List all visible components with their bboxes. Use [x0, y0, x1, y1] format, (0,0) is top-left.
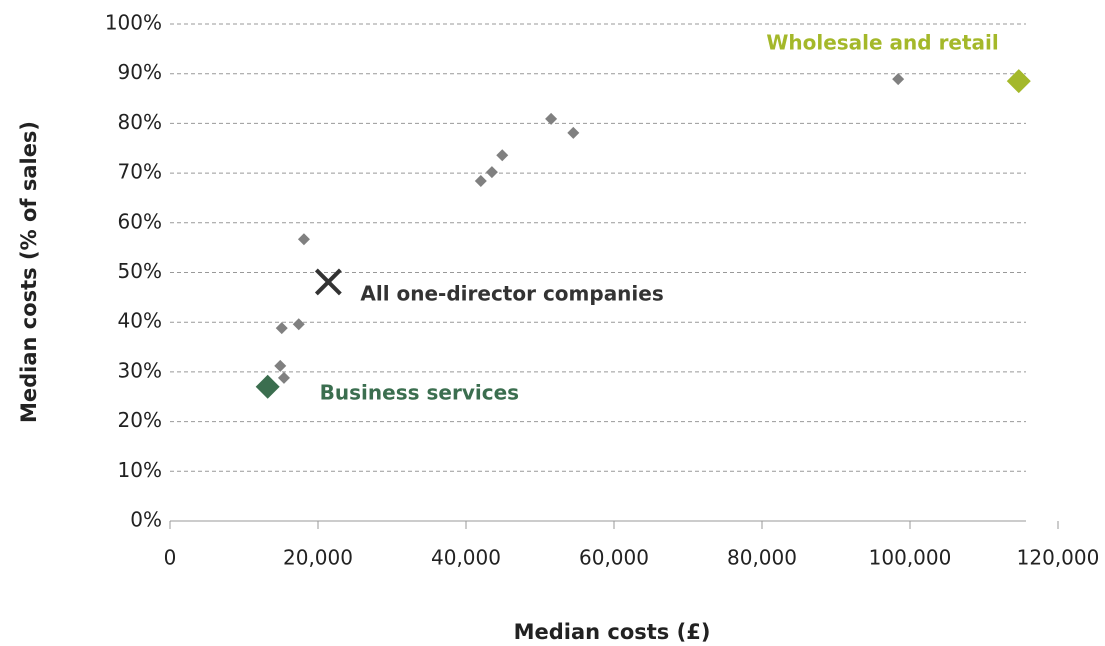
- point: [567, 126, 580, 139]
- y-tick-label: 70%: [118, 160, 162, 184]
- point-label: Business services: [320, 380, 519, 404]
- point-label: All one-director companies: [360, 281, 663, 305]
- point: [474, 175, 487, 188]
- point: [496, 149, 509, 162]
- point-label: Wholesale and retail: [766, 31, 998, 55]
- point: [292, 318, 305, 331]
- y-tick-label: 80%: [118, 110, 162, 134]
- point: [545, 112, 558, 125]
- y-tick-label: 0%: [130, 508, 162, 532]
- x-tick-label: 20,000: [283, 546, 353, 570]
- y-tick-label: 60%: [118, 209, 162, 233]
- x-tick-label: 40,000: [431, 546, 501, 570]
- point: [892, 73, 905, 86]
- y-tick-label: 40%: [118, 309, 162, 333]
- x-axis-title: Median costs (£): [514, 620, 711, 644]
- y-tick-label: 30%: [118, 358, 162, 382]
- x-tick-label: 0: [164, 546, 177, 570]
- x-tick-label: 120,000: [1017, 546, 1100, 570]
- point: [297, 233, 310, 246]
- point: [485, 166, 498, 179]
- y-tick-label: 10%: [118, 458, 162, 482]
- x-tick-label: 60,000: [579, 546, 649, 570]
- y-tick-label: 20%: [118, 408, 162, 432]
- x-tick-label: 80,000: [727, 546, 797, 570]
- y-tick-label: 50%: [118, 259, 162, 283]
- point: [1006, 69, 1031, 94]
- y-tick-label: 90%: [118, 60, 162, 84]
- x-tick-label: 100,000: [869, 546, 952, 570]
- point: [275, 322, 288, 335]
- y-tick-label: 100%: [105, 11, 162, 35]
- point: [274, 359, 287, 372]
- y-axis-title: Median costs (% of sales): [17, 121, 41, 423]
- point: [255, 374, 280, 399]
- x-marker: [314, 268, 342, 296]
- point: [277, 371, 290, 384]
